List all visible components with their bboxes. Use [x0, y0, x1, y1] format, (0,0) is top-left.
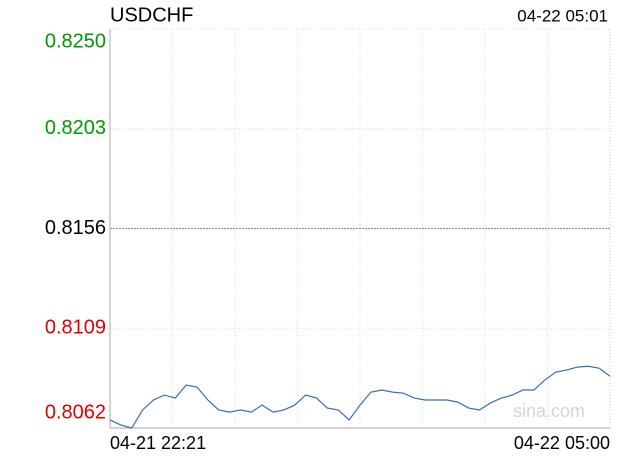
- x-tick-label: 04-21 22:21: [110, 433, 206, 453]
- y-tick-label: 0.8250: [45, 30, 106, 52]
- chart-title: USDCHF: [110, 4, 193, 26]
- y-tick-label: 0.8109: [45, 317, 106, 339]
- timestamp: 04-22 05:01: [517, 6, 608, 25]
- watermark: sina.com: [513, 401, 585, 421]
- y-tick-label: 0.8203: [45, 117, 106, 139]
- y-tick-label: 0.8062: [45, 401, 106, 423]
- y-tick-label: 0.8156: [45, 217, 106, 239]
- x-tick-label: 04-22 05:00: [514, 433, 610, 453]
- price-line: [109, 365, 611, 429]
